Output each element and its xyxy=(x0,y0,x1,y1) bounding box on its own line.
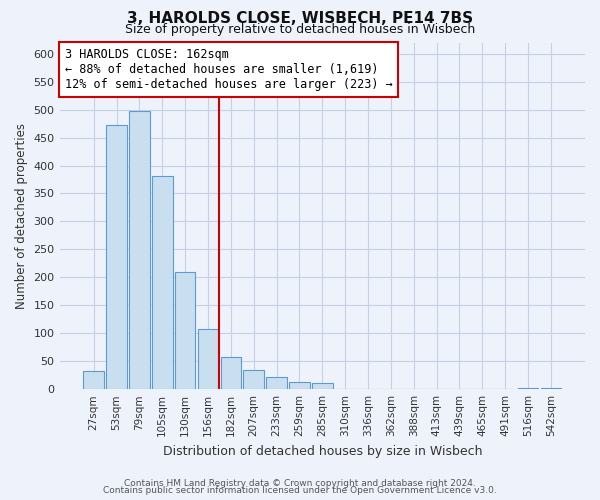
Text: 3 HAROLDS CLOSE: 162sqm
← 88% of detached houses are smaller (1,619)
12% of semi: 3 HAROLDS CLOSE: 162sqm ← 88% of detache… xyxy=(65,48,392,90)
Bar xyxy=(518,388,538,389)
Bar xyxy=(221,358,241,389)
Bar xyxy=(244,370,264,389)
Bar xyxy=(83,372,104,389)
Bar xyxy=(175,272,196,389)
X-axis label: Distribution of detached houses by size in Wisbech: Distribution of detached houses by size … xyxy=(163,444,482,458)
Bar xyxy=(289,382,310,389)
Bar xyxy=(312,383,332,389)
Text: Size of property relative to detached houses in Wisbech: Size of property relative to detached ho… xyxy=(125,22,475,36)
Text: Contains public sector information licensed under the Open Government Licence v3: Contains public sector information licen… xyxy=(103,486,497,495)
Bar xyxy=(129,112,150,389)
Y-axis label: Number of detached properties: Number of detached properties xyxy=(15,123,28,309)
Bar xyxy=(152,176,173,389)
Text: Contains HM Land Registry data © Crown copyright and database right 2024.: Contains HM Land Registry data © Crown c… xyxy=(124,478,476,488)
Bar xyxy=(541,388,561,389)
Bar xyxy=(198,330,218,389)
Bar xyxy=(106,124,127,389)
Bar xyxy=(266,378,287,389)
Text: 3, HAROLDS CLOSE, WISBECH, PE14 7BS: 3, HAROLDS CLOSE, WISBECH, PE14 7BS xyxy=(127,11,473,26)
